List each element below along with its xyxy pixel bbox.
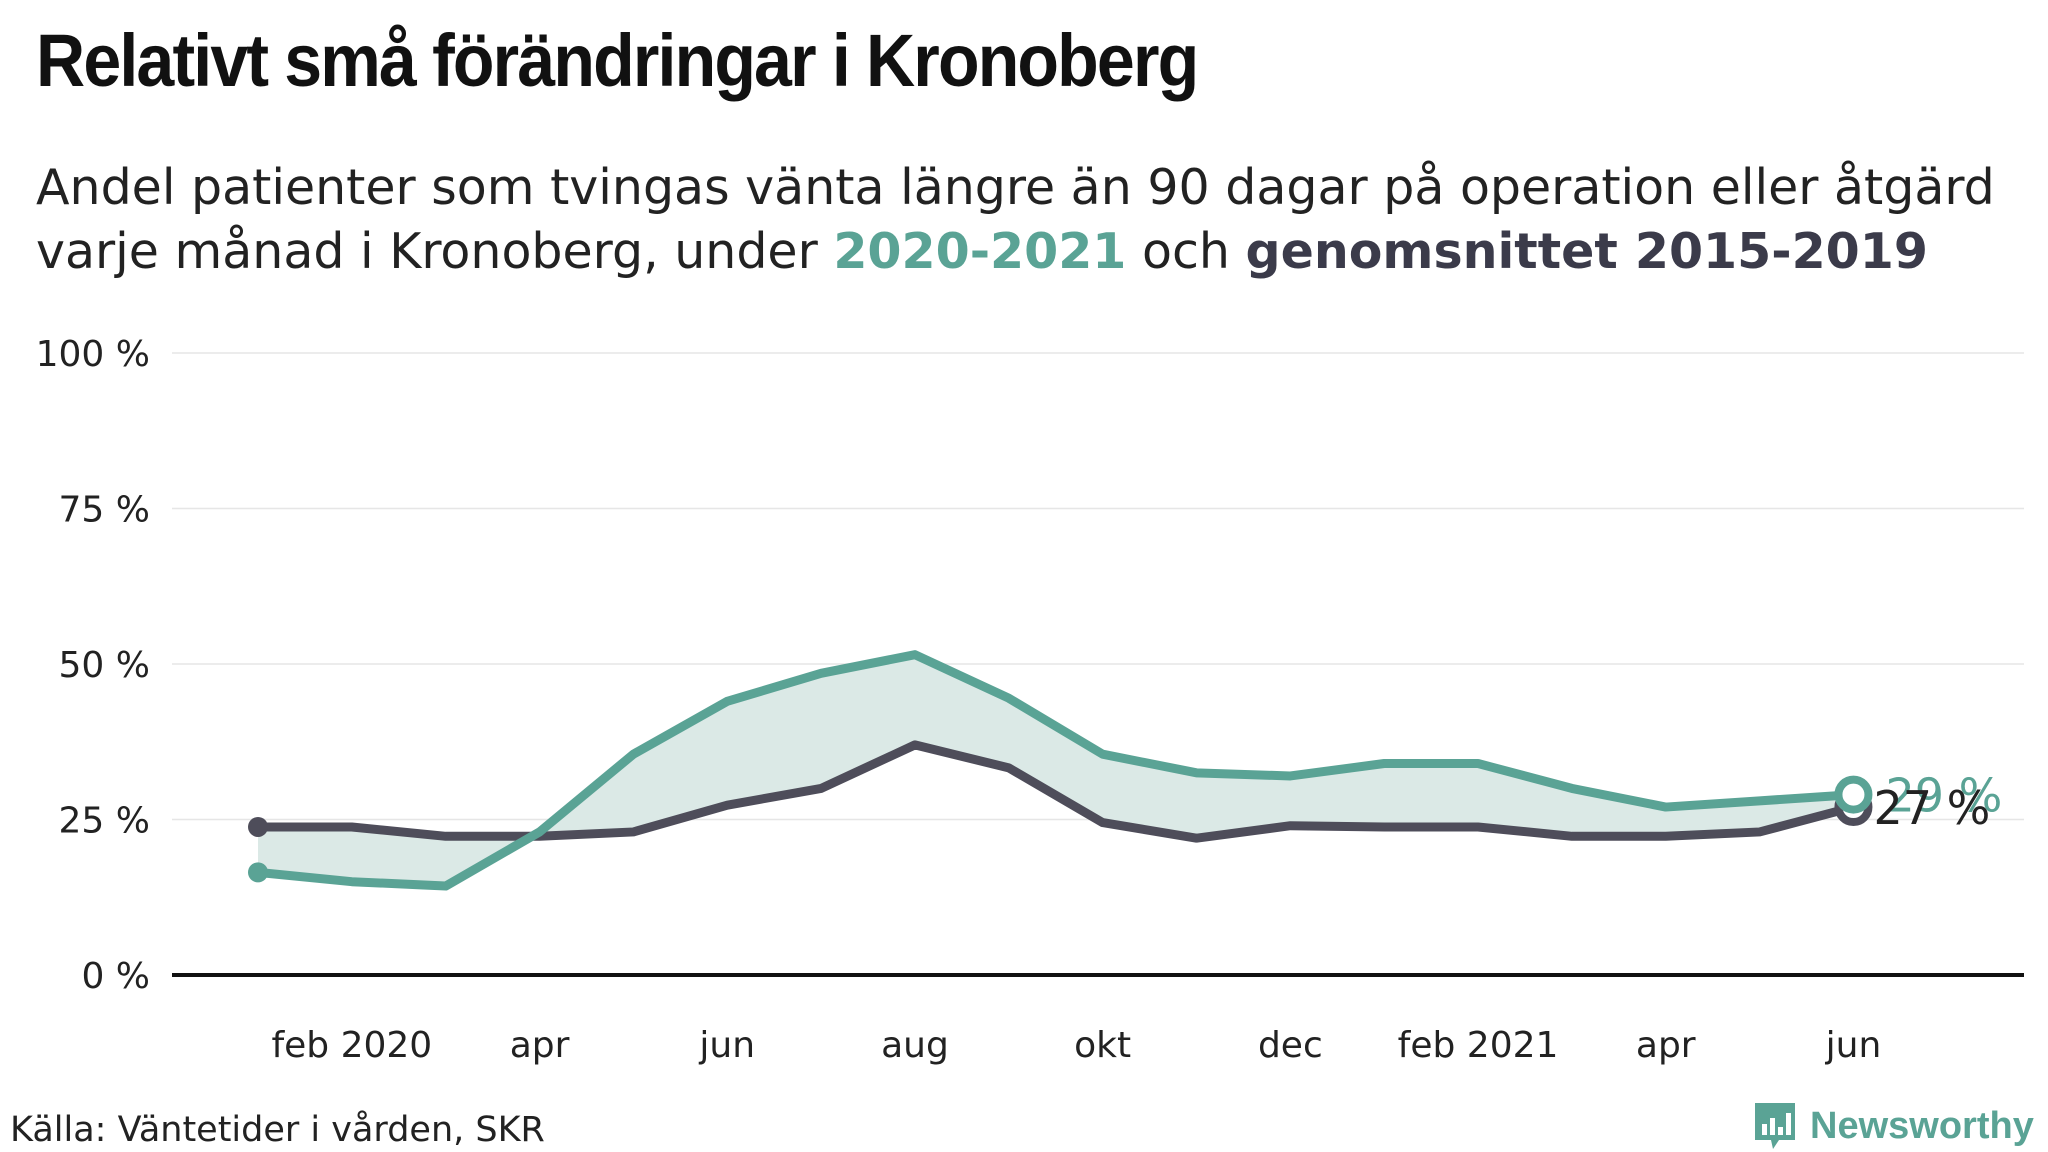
- subtitle-mid: och: [1126, 223, 1246, 280]
- x-tick-label-17: jun: [1825, 1025, 1882, 1066]
- area-between-series: [258, 654, 1854, 887]
- logo-text: Newsworthy: [1810, 1104, 2034, 1147]
- end-label-average: 27 %: [1873, 781, 1990, 835]
- x-axis-tick-labels: feb 2020 apr jun aug okt dec feb 2021 apr jun: [271, 1025, 1881, 1066]
- end-marker-2020: [1834, 775, 1873, 814]
- y-tick-label-25: 25 %: [59, 801, 150, 842]
- x-tick-label-15: apr: [1636, 1025, 1696, 1066]
- x-tick-label-7: aug: [881, 1025, 949, 1066]
- series-line-2020: [253, 650, 1858, 891]
- x-tick-label-13: feb 2021: [1398, 1025, 1559, 1066]
- start-marker-2020: [248, 862, 268, 883]
- subtitle-highlight-2020: 2020-2021: [833, 223, 1127, 280]
- y-axis-tick-labels: 0 % 25 % 50 % 75 % 100 %: [36, 334, 150, 997]
- area-fill: [258, 654, 1854, 887]
- y-tick-label-100: 100 %: [36, 334, 150, 375]
- source-note: Källa: Väntetider i vården, SKR: [10, 1110, 545, 1150]
- end-labels: 29 %27 %: [1873, 769, 2002, 835]
- x-tick-label-1: feb 2020: [271, 1025, 432, 1066]
- subtitle-line-1: Andel patienter som tvingas vänta längre…: [36, 159, 1995, 216]
- series-markers: [248, 775, 1873, 883]
- end-label-2020: 29 %: [1885, 769, 2002, 823]
- x-tick-label-11: dec: [1258, 1025, 1323, 1066]
- x-tick-label-5: jun: [698, 1025, 755, 1066]
- x-tick-label-3: apr: [510, 1025, 570, 1066]
- newsworthy-logo: Newsworthy: [1752, 1100, 2034, 1152]
- y-tick-label-0: 0 %: [81, 956, 150, 997]
- bar-chart-icon: [1755, 1103, 1795, 1149]
- series-lines: [253, 650, 1858, 891]
- subtitle-highlight-average: genomsnittet 2015-2019: [1245, 223, 1928, 280]
- y-tick-label-75: 75 %: [59, 490, 150, 531]
- y-tick-label-50: 50 %: [59, 645, 150, 686]
- subtitle-prefix: varje månad i Kronoberg, under: [36, 223, 834, 280]
- subtitle-line-2: varje månad i Kronoberg, under 2020-2021…: [36, 220, 1995, 284]
- chart-title: Relativt små förändringar i Kronoberg: [36, 19, 1199, 102]
- chart-subtitle: Andel patienter som tvingas vänta längre…: [36, 156, 1995, 284]
- start-marker-average: [248, 816, 268, 837]
- x-tick-label-9: okt: [1074, 1025, 1131, 1066]
